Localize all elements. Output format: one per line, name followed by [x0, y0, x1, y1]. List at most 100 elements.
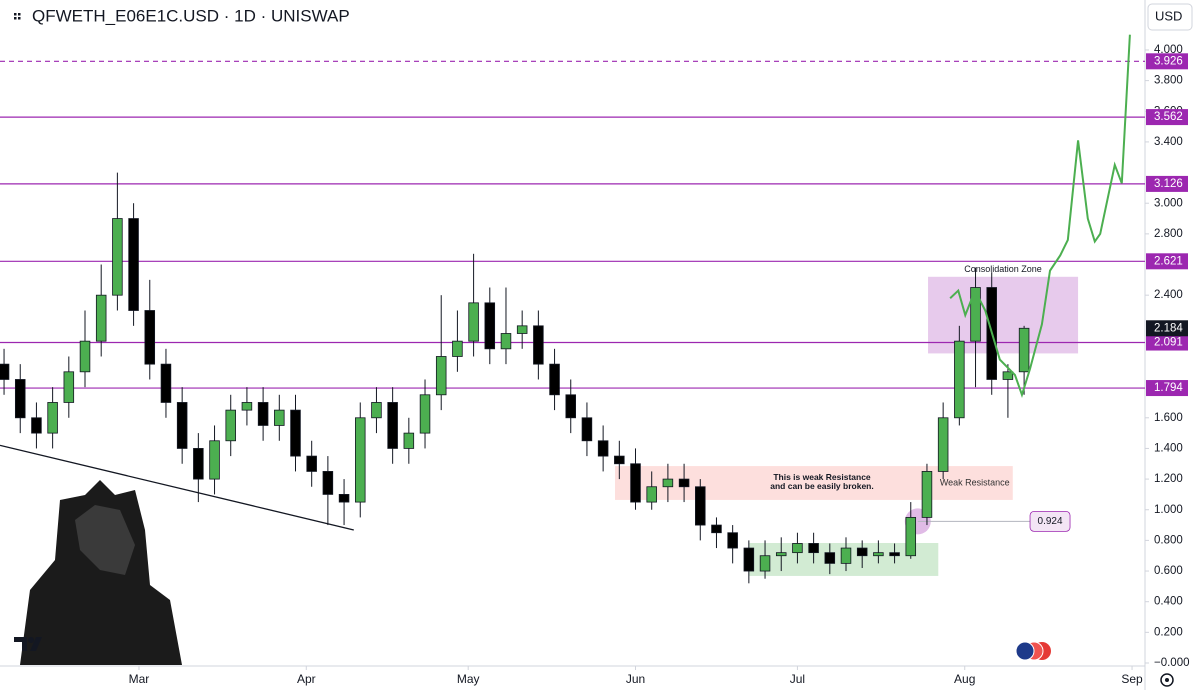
- y-tick-label: 3.400: [1154, 136, 1183, 148]
- candle-body: [403, 432, 415, 449]
- last-price-box: [1146, 320, 1188, 337]
- y-tick-label: 1.000: [1154, 504, 1183, 516]
- marker-label: 0.924: [1038, 516, 1063, 527]
- candle-body: [144, 310, 156, 365]
- settings-icon[interactable]: [1160, 673, 1174, 687]
- zone: [928, 276, 1079, 354]
- level-label: 2.091: [1154, 337, 1183, 349]
- candle-body: [970, 287, 981, 342]
- candle-body: [1018, 327, 1030, 373]
- x-tick-label: Mar: [129, 672, 150, 686]
- candle-body: [937, 417, 949, 472]
- y-tick-label: 1.200: [1154, 473, 1183, 485]
- candle-body: [905, 517, 917, 557]
- candle-body: [695, 486, 706, 526]
- candle-body: [565, 394, 577, 419]
- candle-body: [614, 455, 625, 465]
- candle-body: [808, 543, 819, 554]
- candle-body: [193, 448, 204, 480]
- candle-body: [257, 402, 269, 426]
- candle-body: [241, 402, 253, 411]
- candle-body: [646, 486, 657, 503]
- candle-body: [954, 340, 965, 419]
- candle-body: [630, 463, 641, 503]
- candle-body: [355, 417, 366, 503]
- candle-body: [500, 333, 512, 350]
- level-label: 1.794: [1154, 382, 1183, 394]
- note-text: This is weak Resistance: [773, 472, 871, 482]
- y-tick-label: 0.400: [1154, 596, 1183, 608]
- candle-body: [225, 409, 236, 442]
- candle-body: [840, 547, 852, 564]
- candle-body: [824, 552, 836, 564]
- trendline: [0, 444, 354, 531]
- candle-body: [468, 302, 479, 342]
- candle-body: [14, 379, 26, 419]
- level-box: [1146, 334, 1188, 351]
- marker-box: [1029, 510, 1071, 532]
- candle-body: [128, 218, 139, 311]
- candle-body: [95, 294, 107, 342]
- y-tick-label: 0.800: [1154, 534, 1183, 546]
- zone-label: Weak Resistance: [940, 477, 1010, 487]
- candle-body: [727, 532, 738, 549]
- candle-body: [533, 325, 544, 365]
- candle-body: [176, 402, 188, 449]
- plot: −0.000 0.200 0.400 0.600 0.800 1.000 1.200 1.40…: [0, 34, 1190, 686]
- y-tick-label: 3.000: [1154, 197, 1183, 209]
- candle-body: [0, 363, 10, 380]
- candle-body: [759, 555, 771, 572]
- wolf-image: [20, 480, 182, 665]
- menu-icon[interactable]: [14, 13, 21, 20]
- chart-title: QFWETH_E06E1C.USD · 1D · UNISWAP: [32, 6, 350, 25]
- candle-body: [47, 402, 58, 434]
- level-box: [1146, 253, 1188, 270]
- candle-body: [160, 363, 172, 403]
- candle-body: [921, 471, 933, 518]
- x-tick-label: Jul: [790, 672, 805, 686]
- candle-body: [274, 409, 285, 426]
- y-tick-label: 0.600: [1154, 565, 1183, 577]
- candle-body: [597, 440, 609, 457]
- level-label: 3.562: [1154, 111, 1183, 123]
- y-tick-label: 2.400: [1154, 289, 1183, 301]
- candle-body: [711, 524, 722, 534]
- candle-body: [209, 440, 220, 480]
- candle-body: [322, 471, 334, 495]
- candle-body: [79, 340, 91, 373]
- candle-body: [889, 552, 900, 557]
- y-tick-label: 0.200: [1154, 626, 1183, 638]
- flag-icons: [1015, 641, 1051, 661]
- candle-body: [678, 478, 690, 488]
- candle-body: [112, 218, 123, 296]
- level-label: 2.621: [1154, 255, 1183, 267]
- candle-body: [338, 494, 350, 503]
- candle-body: [290, 409, 301, 457]
- y-tick-label: 1.600: [1154, 412, 1183, 424]
- level-box: [1146, 53, 1188, 70]
- candle-body: [63, 371, 75, 403]
- last-price-label: 2.184: [1154, 322, 1183, 334]
- candle-body: [743, 547, 755, 572]
- candle-body: [792, 543, 803, 554]
- header: QFWETH_E06E1C.USD · 1D · UNISWAP USD: [14, 3, 1193, 31]
- level-label: 3.126: [1154, 178, 1183, 190]
- currency-label: USD: [1155, 8, 1182, 23]
- projection-line: [949, 34, 1131, 398]
- candle-body: [387, 402, 398, 449]
- candle-body: [306, 455, 317, 472]
- level-box: [1146, 380, 1188, 397]
- x-tick-label: Sep: [1121, 672, 1143, 686]
- tradingview-logo: [14, 637, 42, 651]
- currency-button[interactable]: [1147, 3, 1193, 31]
- candle-body: [873, 552, 884, 557]
- x-tick-label: May: [457, 672, 480, 686]
- level-label: 3.926: [1154, 55, 1183, 67]
- candle-body: [1002, 371, 1014, 380]
- candle-body: [516, 325, 528, 334]
- candle-body: [775, 552, 787, 557]
- y-tick-label: 3.800: [1154, 75, 1183, 87]
